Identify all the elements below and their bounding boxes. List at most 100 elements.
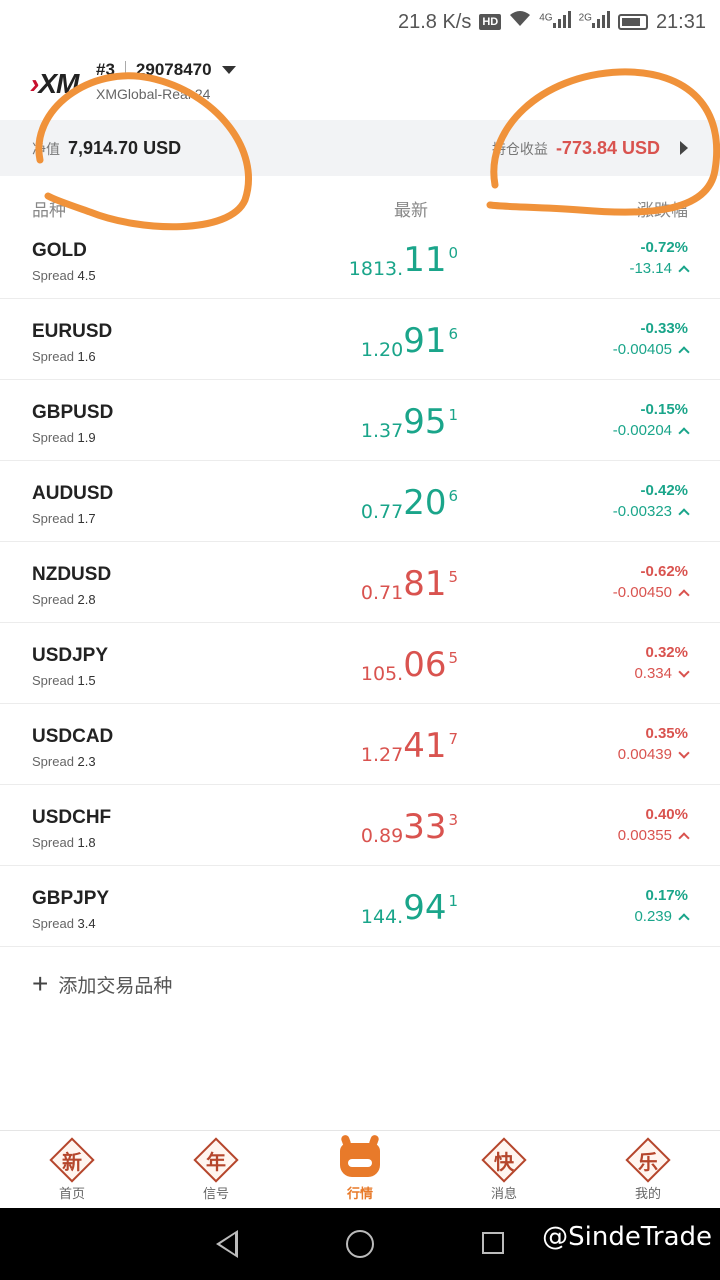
change-percent: -0.62%: [640, 563, 688, 580]
symbol-name: GOLD: [32, 240, 87, 261]
symbol-name: NZDUSD: [32, 564, 112, 585]
separator: [124, 61, 126, 79]
network-speed: 21.8 K/s: [397, 10, 472, 33]
account-index: #3: [96, 60, 115, 79]
change-percent: 0.17%: [645, 887, 688, 904]
back-icon[interactable]: [216, 1230, 238, 1258]
quote-row[interactable]: GBPJPY Spread 3.4 144. 94 1 0.17% 0.239: [0, 866, 720, 947]
watermark: @SindeTrade: [542, 1222, 712, 1252]
quote-row[interactable]: AUDUSD Spread 1.7 0.77 20 6 -0.42% -0.00323: [0, 461, 720, 542]
chevron-up-icon: [678, 264, 690, 277]
latest-price: 144. 94 1: [360, 888, 458, 928]
quote-list: GOLD Spread 4.5 1813. 11 0 -0.72% -13.14 EURUSD…: [0, 218, 720, 947]
battery-icon: [617, 14, 648, 30]
change-percent: -0.15%: [640, 401, 688, 418]
profit-block[interactable]: 持仓收益 -773.84 USD: [492, 138, 688, 159]
latest-price: 1813. 11 0: [348, 240, 458, 280]
tab-3[interactable]: 行情: [288, 1131, 432, 1208]
spread-text: Spread 1.6: [32, 349, 96, 364]
change-block: -0.62% -0.00450: [613, 563, 690, 601]
quote-row[interactable]: NZDUSD Spread 2.8 0.71 81 5 -0.62% -0.00450: [0, 542, 720, 623]
change-absolute: -0.00323: [613, 503, 690, 520]
spread-text: Spread 2.8: [32, 592, 96, 607]
bottom-navigation: 新首页年信号 行情快消息乐我的: [0, 1130, 720, 1208]
symbol-name: EURUSD: [32, 321, 113, 342]
bull-icon: [339, 1139, 381, 1181]
quote-row[interactable]: USDCAD Spread 2.3 1.27 41 7 0.35% 0.00439: [0, 704, 720, 785]
change-absolute: 0.00355: [618, 827, 690, 844]
chevron-down-icon[interactable]: [221, 66, 236, 74]
profit-value: -773.84 USD: [555, 137, 660, 158]
spread-text: Spread 3.4: [32, 916, 96, 931]
change-block: -0.15% -0.00204: [613, 401, 690, 439]
spread-text: Spread 4.5: [32, 268, 96, 283]
spread-text: Spread 1.5: [32, 673, 96, 688]
account-summary[interactable]: 净值 7,914.70 USD 持仓收益 -773.84 USD: [0, 120, 720, 176]
symbol-name: USDJPY: [32, 645, 109, 666]
change-percent: 0.35%: [645, 725, 688, 742]
clock: 21:31: [655, 10, 706, 33]
account-header[interactable]: ›XM #3 29078470 XMGlobal-Real 24: [0, 50, 720, 114]
spread-text: Spread 1.9: [32, 430, 96, 445]
xin-icon: 新: [49, 1137, 95, 1183]
quote-row[interactable]: GOLD Spread 4.5 1813. 11 0 -0.72% -13.14: [0, 218, 720, 299]
wifi-icon: [509, 10, 531, 34]
tab-label: 消息: [490, 1186, 517, 1201]
latest-price: 105. 06 5: [360, 645, 458, 685]
plus-icon: +: [32, 968, 49, 999]
latest-price: 1.27 41 7: [360, 726, 458, 766]
quote-row[interactable]: EURUSD Spread 1.6 1.20 91 6 -0.33% -0.00405: [0, 299, 720, 380]
change-percent: -0.42%: [640, 482, 688, 499]
change-absolute: 0.00439: [618, 746, 690, 763]
equity-value: 7,914.70 USD: [68, 137, 182, 158]
kuai-icon: 快: [481, 1137, 527, 1183]
recents-icon[interactable]: [482, 1232, 504, 1254]
equity-label: 净值: [32, 140, 60, 157]
change-block: 0.32% 0.334: [634, 644, 690, 682]
quote-row[interactable]: GBPUSD Spread 1.9 1.37 95 1 -0.15% -0.00204: [0, 380, 720, 461]
add-symbol-label: 添加交易品种: [58, 975, 173, 997]
quote-row[interactable]: USDJPY Spread 1.5 105. 06 5 0.32% 0.334: [0, 623, 720, 704]
tab-5[interactable]: 乐我的: [576, 1131, 720, 1208]
home-icon[interactable]: [346, 1230, 374, 1258]
spread-text: Spread 2.3: [32, 754, 96, 769]
chevron-up-icon: [678, 588, 690, 601]
change-absolute: -0.00405: [613, 341, 690, 358]
le-icon: 乐: [625, 1137, 671, 1183]
chevron-up-icon: [678, 345, 690, 358]
hd-badge: HD: [479, 14, 502, 30]
tab-4[interactable]: 快消息: [432, 1131, 576, 1208]
symbol-name: AUDUSD: [32, 483, 114, 504]
account-server: XMGlobal-Real 24: [96, 86, 211, 102]
chevron-right-icon[interactable]: [680, 141, 688, 155]
change-percent: -0.72%: [640, 239, 688, 256]
symbol-name: USDCHF: [32, 807, 112, 828]
spread-text: Spread 1.8: [32, 835, 96, 850]
spread-text: Spread 1.7: [32, 511, 96, 526]
change-absolute: -0.00204: [613, 422, 690, 439]
latest-price: 0.89 33 3: [360, 807, 458, 847]
add-symbol-button[interactable]: + 添加交易品种: [32, 970, 172, 998]
change-percent: 0.40%: [645, 806, 688, 823]
change-percent: 0.32%: [645, 644, 688, 661]
tab-1[interactable]: 新首页: [0, 1131, 144, 1208]
nian-icon: 年: [193, 1137, 239, 1183]
symbol-name: GBPJPY: [32, 888, 110, 909]
equity-block: 净值 7,914.70 USD: [32, 138, 181, 159]
status-bar: 21.8 K/s HD 4G 2G 21:31: [0, 0, 720, 44]
latest-price: 1.37 95 1: [360, 402, 458, 442]
chevron-up-icon: [678, 831, 690, 844]
account-selector[interactable]: #3 29078470: [96, 60, 236, 80]
change-absolute: -13.14: [629, 260, 690, 277]
chevron-down-icon: [678, 746, 690, 759]
change-block: -0.33% -0.00405: [613, 320, 690, 358]
symbol-name: GBPUSD: [32, 402, 114, 423]
chevron-up-icon: [678, 507, 690, 520]
tab-label: 我的: [634, 1186, 661, 1201]
quote-row[interactable]: USDCHF Spread 1.8 0.89 33 3 0.40% 0.00355: [0, 785, 720, 866]
account-number: 29078470: [135, 60, 212, 79]
change-absolute: 0.334: [634, 665, 690, 682]
tab-2[interactable]: 年信号: [144, 1131, 288, 1208]
profit-label: 持仓收益: [491, 140, 548, 157]
change-block: 0.17% 0.239: [634, 887, 690, 925]
